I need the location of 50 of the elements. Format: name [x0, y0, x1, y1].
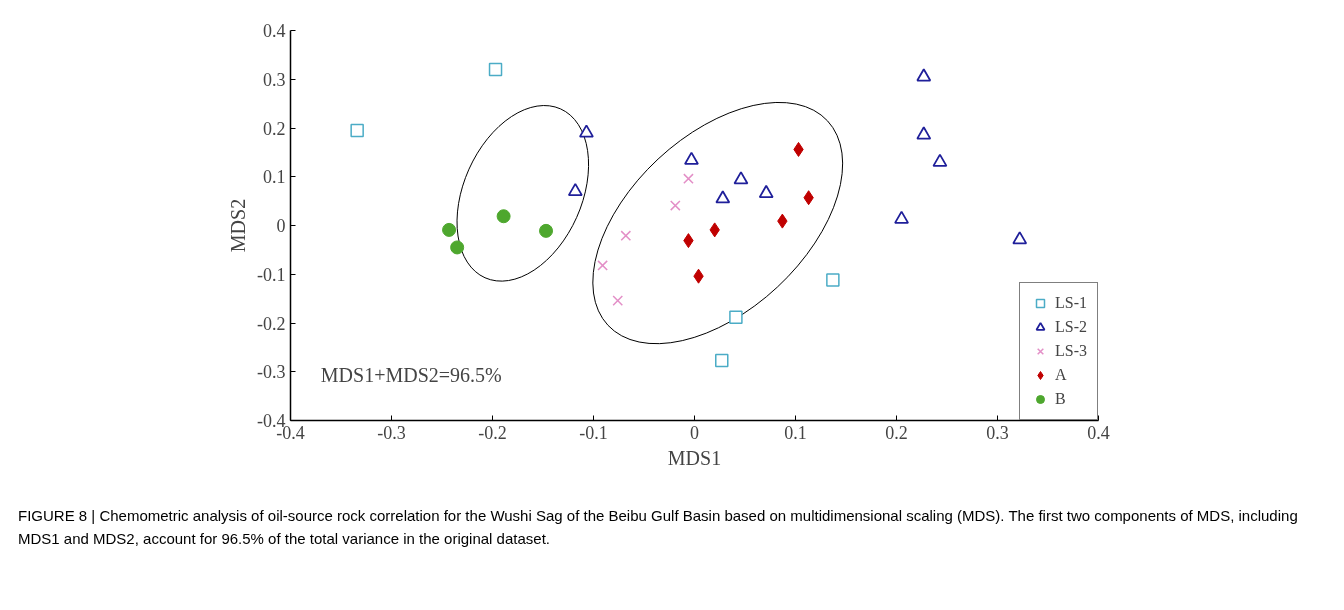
point: [450, 240, 465, 255]
point: [350, 123, 364, 138]
point: [496, 209, 511, 224]
point: [539, 223, 554, 238]
y-axis-title: MDS2: [227, 198, 250, 253]
point: [733, 171, 749, 185]
point: [916, 68, 932, 82]
point: [620, 230, 632, 242]
legend-label: B: [1055, 390, 1067, 408]
point: [612, 295, 624, 306]
point: [826, 273, 840, 287]
point: [758, 184, 774, 198]
point: [715, 353, 729, 368]
x-tick-label: 0.4: [1087, 422, 1110, 443]
x-tick-label: -0.2: [478, 422, 507, 443]
caption: FIGURE 8 | Chemometric analysis of oil-source rock correlation for the Wushi Sag of the Beibu Gulf Basin based on multidimensional scaling (MDS). The first two components of MDS, including MDS1 and MDS2, account for 96.5% of the total variance in the original dataset.: [18, 506, 1299, 549]
point: [683, 173, 694, 185]
point: [567, 182, 583, 197]
legend-label: LS-3: [1055, 342, 1087, 360]
x-tick-label: -0.1: [579, 422, 608, 443]
y-tick-label: -0.1: [257, 264, 286, 285]
y-tick-label: -0.3: [257, 362, 286, 383]
x-tick-label: -0.3: [377, 422, 406, 443]
y-tick-label: 0.1: [263, 167, 286, 188]
point: [488, 62, 503, 77]
point: [442, 222, 457, 237]
x-tick-label: 0.1: [784, 422, 807, 443]
x-tick-label: 0: [690, 422, 699, 443]
point: [715, 190, 731, 204]
legend-label: LS-2: [1055, 318, 1087, 336]
x-tick-label: 0.3: [986, 422, 1009, 443]
point: [1012, 231, 1028, 245]
annotation: MDS1+MDS2=96.5%: [320, 364, 502, 387]
point: [597, 260, 608, 271]
point: [669, 200, 681, 211]
y-tick-label: -0.2: [257, 313, 286, 334]
y-tick-label: 0.2: [263, 118, 286, 139]
x-axis-title: MDS1: [667, 446, 722, 469]
point: [684, 151, 699, 165]
point: [932, 153, 948, 167]
legend-label: LS-1: [1055, 294, 1087, 312]
point: [894, 210, 909, 224]
y-tick-label: 0: [276, 216, 286, 236]
point: [579, 124, 594, 138]
legend-label: A: [1055, 366, 1068, 384]
x-tick-label: 0.2: [885, 422, 908, 443]
point: [729, 310, 743, 324]
point: [916, 126, 932, 140]
y-tick-label: 0.4: [263, 21, 286, 41]
y-tick-label: 0.3: [263, 69, 286, 90]
